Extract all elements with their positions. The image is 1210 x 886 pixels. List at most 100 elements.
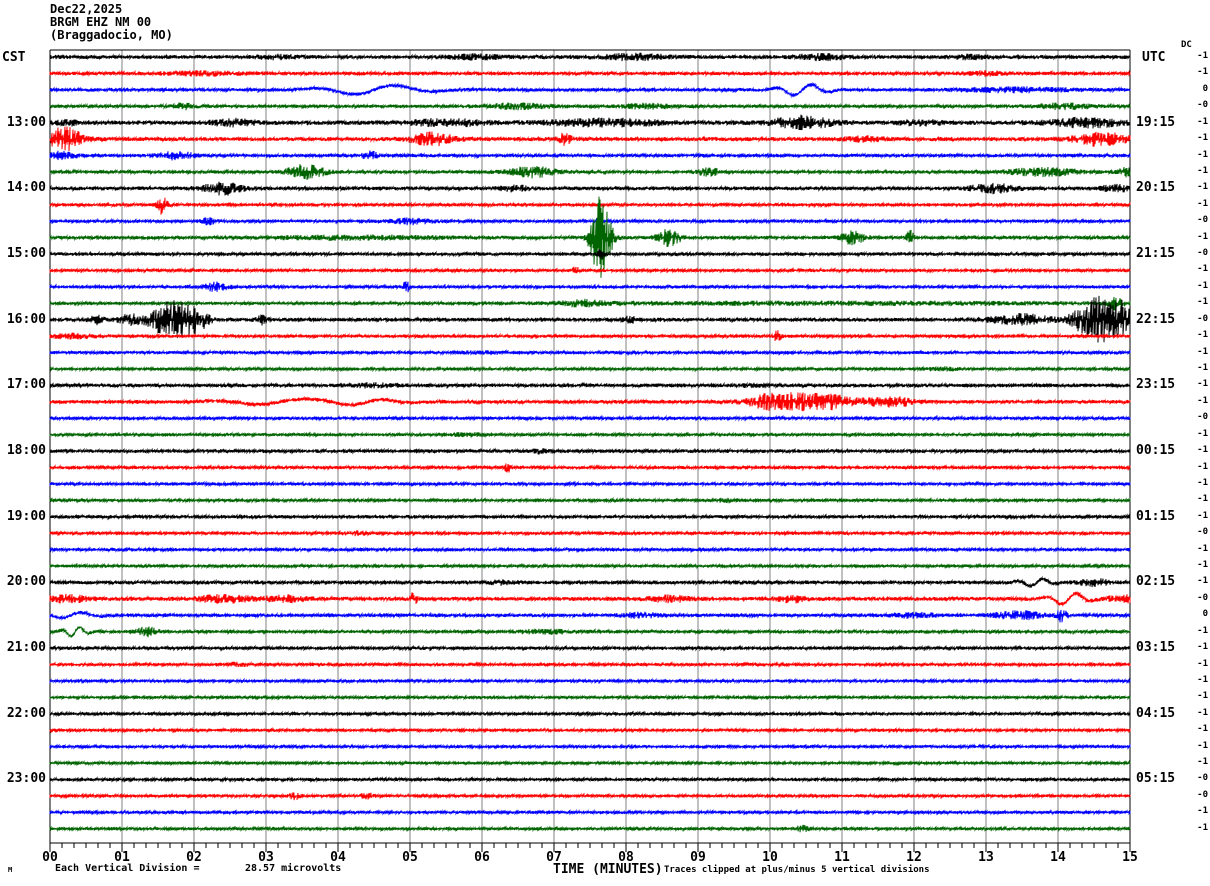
dc-offset-value: -1 <box>1197 67 1208 77</box>
x-tick-label: 03 <box>258 850 274 865</box>
trace-row-2030 <box>49 609 1131 623</box>
cst-hour-label: 23:00 <box>6 771 46 786</box>
dc-offset-value: -1 <box>1197 51 1208 61</box>
dc-offset-value: -0 <box>1197 100 1208 110</box>
trace-row-1715 <box>49 392 1131 412</box>
trace-row-1600 <box>49 295 1131 343</box>
dc-offset-value: -0 <box>1197 215 1208 225</box>
utc-hour-label: 21:15 <box>1136 246 1176 261</box>
station-location: (Braggadocio, MO) <box>50 28 173 42</box>
x-tick-label: 13 <box>978 850 994 865</box>
dc-offset-value: -1 <box>1197 117 1208 127</box>
trace-row-1830 <box>49 480 1131 488</box>
dc-offset-value: 0 <box>1202 609 1208 619</box>
dc-offset-value: -0 <box>1197 593 1208 603</box>
dc-offset-value: -1 <box>1197 494 1208 504</box>
dc-offset-value: -1 <box>1197 478 1208 488</box>
station-code: BRGM EHZ NM 00 <box>50 15 152 29</box>
x-tick-label: 05 <box>402 850 418 865</box>
trace-row-2315 <box>49 792 1131 801</box>
dc-offset-value: -1 <box>1197 281 1208 291</box>
dc-offset-value: -1 <box>1197 166 1208 176</box>
trace-row-1815 <box>49 463 1131 473</box>
utc-hour-label: 22:15 <box>1136 312 1176 327</box>
trace-row-1945 <box>49 562 1131 570</box>
x-tick-label: 12 <box>906 850 922 865</box>
trace-row-1930 <box>49 546 1131 554</box>
trace-row-1345 <box>49 164 1131 181</box>
trace-row-2000 <box>49 575 1131 589</box>
x-tick-label: 00 <box>42 850 58 865</box>
x-tick-label: 08 <box>618 850 634 865</box>
trace-row-2345 <box>49 824 1131 833</box>
utc-hour-label: 05:15 <box>1136 771 1176 786</box>
dc-offset-value: -1 <box>1197 199 1208 209</box>
cst-hour-label: 16:00 <box>6 312 46 327</box>
x-tick-label: 09 <box>690 850 706 865</box>
clip-note: Traces clipped at plus/minus 5 vertical … <box>664 865 930 875</box>
trace-row-2130 <box>49 677 1131 685</box>
trace-row-2115 <box>49 660 1131 668</box>
dc-offset-value: -0 <box>1197 248 1208 258</box>
dc-offset-value: -1 <box>1197 642 1208 652</box>
trace-row-1230 <box>49 81 1131 99</box>
trace-row-2300 <box>49 775 1131 784</box>
dc-offset-value: -1 <box>1197 757 1208 767</box>
x-axis-title: TIME (MINUTES) <box>553 862 663 877</box>
dc-offset-value: -1 <box>1197 379 1208 389</box>
cst-hour-label: 17:00 <box>6 377 46 392</box>
left-timezone-label: CST <box>2 50 26 65</box>
x-tick-label: 07 <box>546 850 562 865</box>
utc-hour-label: 20:15 <box>1136 180 1176 195</box>
utc-hour-label: 04:15 <box>1136 706 1176 721</box>
dc-offset-value: -1 <box>1197 429 1208 439</box>
trace-row-1330 <box>49 150 1131 161</box>
dc-offset-value: -1 <box>1197 264 1208 274</box>
dc-offset-value: -1 <box>1197 347 1208 357</box>
dc-offset-value: -0 <box>1197 527 1208 537</box>
trace-row-1730 <box>49 414 1131 422</box>
trace-row-1645 <box>49 365 1131 373</box>
trace-row-2100 <box>49 644 1131 652</box>
dc-offset-value: -1 <box>1197 133 1208 143</box>
dc-offset-value: -0 <box>1197 790 1208 800</box>
dc-offset-value: -1 <box>1197 396 1208 406</box>
utc-hour-label: 02:15 <box>1136 574 1176 589</box>
trace-row-1300 <box>49 114 1131 131</box>
utc-hour-label: 19:15 <box>1136 115 1176 130</box>
trace-row-1315 <box>49 126 1131 152</box>
cst-hour-label: 14:00 <box>6 180 46 195</box>
plot-date: Dec22,2025 <box>50 2 123 16</box>
dc-column-header: DC <box>1181 40 1192 50</box>
dc-offset-value: -1 <box>1197 806 1208 816</box>
trace-row-2015 <box>49 590 1131 607</box>
trace-row-1615 <box>49 330 1131 341</box>
cst-hour-label: 20:00 <box>6 574 46 589</box>
cst-hour-label: 18:00 <box>6 443 46 458</box>
trace-row-2230 <box>49 743 1131 751</box>
x-tick-label: 15 <box>1122 850 1138 865</box>
trace-row-2200 <box>49 710 1131 718</box>
x-tick-label: 10 <box>762 850 778 865</box>
dc-offset-value: -1 <box>1197 823 1208 833</box>
trace-row-2145 <box>49 694 1131 701</box>
dc-offset-value: -1 <box>1197 150 1208 160</box>
dc-offset-value: -1 <box>1197 544 1208 554</box>
x-tick-label: 02 <box>186 850 202 865</box>
trace-row-1700 <box>49 381 1131 390</box>
trace-row-2330 <box>49 808 1131 816</box>
x-tick-label: 14 <box>1050 850 1066 865</box>
trace-row-1800 <box>49 447 1131 455</box>
trace-row-1515 <box>49 266 1131 274</box>
dc-offset-value: 0 <box>1202 84 1208 94</box>
dc-offset-value: -1 <box>1197 462 1208 472</box>
utc-hour-label: 23:15 <box>1136 377 1176 392</box>
trace-row-1245 <box>49 102 1131 111</box>
trace-row-1415 <box>49 197 1131 215</box>
trace-row-1215 <box>49 69 1131 78</box>
x-tick-label: 04 <box>330 850 346 865</box>
cst-hour-label: 19:00 <box>6 509 46 524</box>
dc-offset-value: -1 <box>1197 297 1208 307</box>
trace-row-1400 <box>49 181 1131 196</box>
